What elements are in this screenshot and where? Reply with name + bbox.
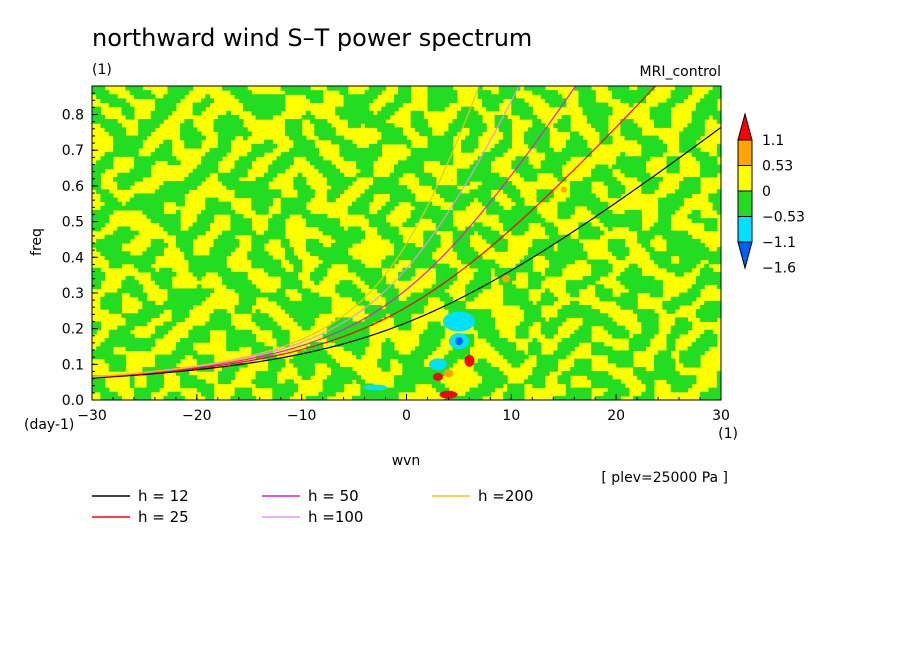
dispersion-curves	[92, 86, 721, 379]
chart-subtitle-right: MRI_control	[640, 64, 721, 80]
y-axis-label: freq	[29, 228, 45, 256]
y-axis: 0.0 0.1 0.2 0.3 0.4 0.5 0.6 0.7 0.8	[62, 92, 98, 409]
x-tick-label: 20	[607, 408, 625, 424]
colorbar-segment	[737, 190, 753, 217]
legend-entry: h = 25	[138, 508, 189, 526]
dispersion-curve-1	[92, 86, 657, 379]
dispersion-curve-4	[92, 86, 480, 378]
colorbar-segment	[737, 139, 753, 166]
colorbar-segment	[737, 165, 753, 192]
legend: h = 12 h = 25 h = 50 h =100 h =200	[92, 487, 533, 526]
legend-entry: h = 50	[308, 487, 359, 505]
x-tick-label: 10	[502, 408, 520, 424]
legend-entry: h =200	[478, 487, 533, 505]
x-tick-label: −20	[182, 408, 212, 424]
colorbar-label: 0.53	[762, 159, 793, 175]
y-tick-label: 0.0	[62, 393, 84, 409]
colorbar-label: 1.1	[762, 133, 784, 149]
y-tick-label: 0.7	[62, 143, 84, 159]
y-tick-label: 0.5	[62, 215, 84, 231]
y-tick-label: 0.3	[62, 286, 84, 302]
y-tick-label: 0.8	[62, 108, 84, 124]
colorbar-label: −1.1	[762, 235, 796, 251]
x-axis: −30 −20 −10 0 10 20 30	[77, 394, 730, 424]
colorbar-segment	[737, 216, 753, 243]
plev-annotation: [ plev=25000 Pa ]	[601, 470, 728, 486]
dispersion-curve-3	[92, 86, 520, 378]
legend-entry: h =100	[308, 508, 363, 526]
colorbar-top-arrow	[737, 112, 753, 141]
y-axis-unit: (day-1)	[24, 417, 74, 433]
y-tick-label: 0.4	[62, 250, 84, 266]
x-tick-label: 0	[402, 408, 411, 424]
colorbar-bottom-arrow	[737, 241, 753, 270]
legend-entry: h = 12	[138, 487, 189, 505]
colorbar-label: −1.6	[762, 261, 796, 277]
x-tick-label: 30	[712, 408, 730, 424]
y-tick-label: 0.6	[62, 179, 84, 195]
colorbar-label: −0.53	[762, 210, 805, 226]
dispersion-curve-2	[92, 86, 577, 378]
chart-subtitle-left: (1)	[92, 62, 112, 78]
y-tick-label: 0.2	[62, 322, 84, 338]
dispersion-curve-0	[92, 126, 721, 379]
x-tick-label: −10	[287, 408, 317, 424]
x-axis-label: wvn	[392, 453, 421, 469]
colorbar-label: 0	[762, 184, 771, 200]
colorbar: 1.1 0.53 0 −0.53 −1.1 −1.6	[737, 112, 805, 277]
x-axis-unit: (1)	[718, 426, 738, 442]
spectrum-field	[92, 86, 721, 400]
x-tick-label: −30	[77, 408, 107, 424]
plot-area	[91, 85, 722, 401]
chart-title: northward wind S–T power spectrum	[92, 24, 532, 52]
y-tick-label: 0.1	[62, 357, 84, 373]
